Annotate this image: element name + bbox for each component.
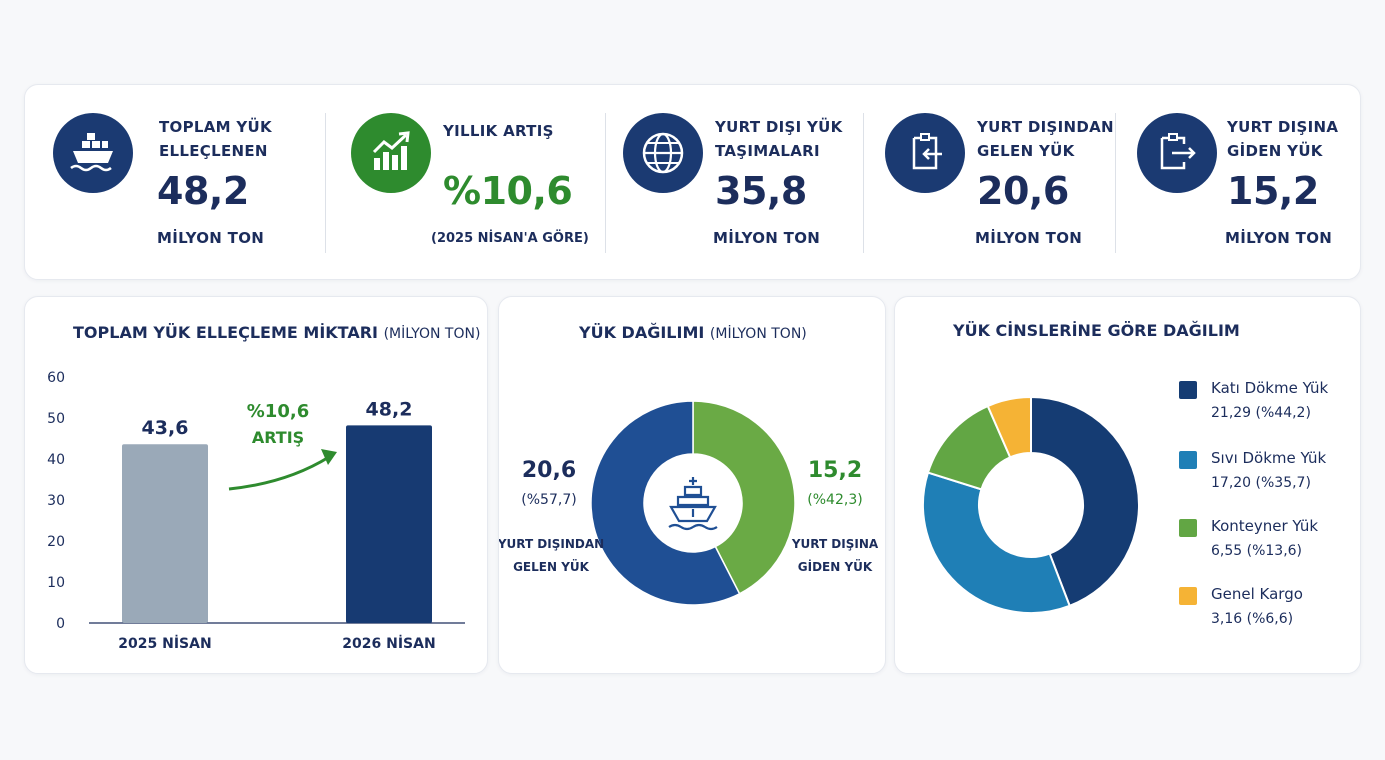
y-tick-label: 10 — [47, 575, 65, 591]
slice-percent-label: (%57,7) — [521, 492, 576, 508]
kpi-total-cargo: TOPLAM YÜK ELLEÇLENEN 48,2 MİLYON TON — [25, 85, 325, 281]
bar-chart-card: TOPLAM YÜK ELLEÇLEME MİKTARI (MİLYON TON… — [24, 296, 488, 674]
kpi-strip: TOPLAM YÜK ELLEÇLENEN 48,2 MİLYON TON YI… — [24, 84, 1361, 280]
donut-hole — [644, 454, 742, 552]
kpi-label-line2: GELEN YÜK — [977, 142, 1075, 160]
ship-icon — [668, 477, 718, 531]
kpi-value: 48,2 — [157, 169, 249, 213]
kpi-annual-growth: YILLIK ARTIŞ %10,6 (2025 NİSAN'A GÖRE) — [325, 85, 605, 281]
y-tick-label: 20 — [47, 534, 65, 550]
y-tick-label: 40 — [47, 452, 65, 468]
ship-icon-cabin — [683, 485, 703, 497]
kpi-label-line2: TAŞIMALARI — [715, 142, 820, 160]
slice-value-label: 15,2 — [808, 458, 862, 483]
ship-icon-mast — [689, 477, 697, 485]
legend-swatch — [1179, 381, 1197, 399]
cargo-type-chart-card: YÜK CİNSLERİNE GÖRE DAĞILIM Katı Dökme Y… — [894, 296, 1361, 674]
y-tick-label: 30 — [47, 493, 65, 509]
legend-value: 21,29 (%44,2) — [1211, 405, 1311, 421]
divider — [863, 113, 864, 253]
donut-hole — [979, 453, 1083, 557]
kpi-international-transport: YURT DIŞI YÜK TAŞIMALARI 35,8 MİLYON TON — [605, 85, 863, 281]
kpi-unit: MİLYON TON — [157, 229, 265, 247]
kpi-unit: MİLYON TON — [713, 229, 821, 247]
bar-chart: 0 10 20 30 40 50 60 43,6 2025 NİSAN 48,2 2026 NİSA… — [47, 370, 465, 652]
chart-title-main: YÜK DAĞILIMI — [579, 323, 705, 342]
cargo-type-donut-chart — [922, 395, 1140, 614]
y-tick-label: 0 — [56, 616, 65, 632]
kpi-outbound-cargo: YURT DIŞINA GİDEN YÜK 15,2 MİLYON TON — [1115, 85, 1362, 281]
slice-value-label: 20,6 — [522, 458, 576, 483]
growth-arrow-head — [321, 449, 337, 465]
legend-value: 6,55 (%13,6) — [1211, 543, 1303, 559]
kpi-value: %10,6 — [443, 169, 573, 213]
slice-percent-label: (%42,3) — [807, 492, 862, 508]
legend-label: Katı Dökme Yük — [1211, 379, 1329, 397]
kpi-value: 35,8 — [715, 169, 807, 213]
cargo-ship-icon — [53, 113, 133, 193]
ship-icon-hull — [669, 505, 717, 523]
legend-label: Genel Kargo — [1211, 585, 1303, 603]
bar — [346, 425, 432, 623]
divider — [325, 113, 326, 253]
ship-icon-deck — [676, 495, 710, 507]
chart-title-main: TOPLAM YÜK ELLEÇLEME MİKTARI — [73, 323, 378, 342]
slice-name-label: YURT DIŞINA — [791, 537, 879, 551]
bar-value-label: 43,6 — [142, 417, 189, 439]
kpi-unit: MİLYON TON — [975, 229, 1083, 247]
kpi-unit: MİLYON TON — [1225, 229, 1333, 247]
x-tick-label: 2026 NİSAN — [342, 635, 435, 652]
divider — [605, 113, 606, 253]
chart-title: TOPLAM YÜK ELLEÇLEME MİKTARI (MİLYON TON… — [73, 323, 480, 342]
inbound-icon — [885, 113, 965, 193]
ship-icon-wave — [668, 523, 718, 531]
x-tick-label: 2025 NİSAN — [118, 635, 211, 652]
slice-name-label: GELEN YÜK — [513, 559, 590, 574]
distribution-donut-chart: 20,6 (%57,7) YURT DIŞINDAN GELEN YÜK 15,2 (%4… — [499, 400, 879, 606]
y-tick-label: 60 — [47, 370, 65, 386]
chart-title-sub: (MİLYON TON) — [709, 326, 807, 342]
kpi-label-line1: YURT DIŞINDAN — [977, 118, 1114, 136]
kpi-note: (2025 NİSAN'A GÖRE) — [431, 231, 589, 246]
chart-title: YÜK CİNSLERİNE GÖRE DAĞILIM — [953, 321, 1240, 340]
kpi-inbound-cargo: YURT DIŞINDAN GELEN YÜK 20,6 MİLYON TON — [863, 85, 1115, 281]
chart-title-sub: (MİLYON TON) — [383, 326, 481, 342]
outbound-icon — [1137, 113, 1217, 193]
kpi-value: 20,6 — [977, 169, 1069, 213]
kpi-label-line1: YURT DIŞINA — [1227, 118, 1339, 136]
slice-name-label: YURT DIŞINDAN — [499, 537, 604, 551]
legend-swatch — [1179, 451, 1197, 469]
kpi-label-line2: ELLEÇLENEN — [159, 142, 268, 160]
growth-annotation-label: ARTIŞ — [252, 428, 304, 447]
y-tick-label: 50 — [47, 411, 65, 427]
legend-label: Sıvı Dökme Yük — [1211, 449, 1327, 467]
kpi-label-line1: YILLIK ARTIŞ — [443, 122, 554, 140]
legend-swatch — [1179, 519, 1197, 537]
legend-label: Konteyner Yük — [1211, 517, 1319, 535]
bar — [122, 444, 208, 623]
kpi-label-line2: GİDEN YÜK — [1227, 142, 1323, 160]
growth-arrow — [228, 455, 330, 491]
legend-value: 17,20 (%35,7) — [1211, 475, 1311, 491]
divider — [1115, 113, 1116, 253]
bar-value-label: 48,2 — [366, 398, 413, 420]
growth-chart-icon — [351, 113, 431, 193]
slice-name-label: GİDEN YÜK — [798, 559, 873, 574]
legend-value: 3,16 (%6,6) — [1211, 611, 1294, 627]
growth-annotation-percent: %10,6 — [247, 401, 309, 422]
legend-swatch — [1179, 587, 1197, 605]
kpi-label-line1: YURT DIŞI YÜK — [715, 118, 843, 136]
kpi-label-line1: TOPLAM YÜK — [159, 118, 272, 136]
kpi-value: 15,2 — [1227, 169, 1319, 213]
chart-title: YÜK DAĞILIMI (MİLYON TON) — [579, 323, 807, 342]
globe-icon — [623, 113, 703, 193]
distribution-chart-card: YÜK DAĞILIMI (MİLYON TON) 20,6 (%57,7) YUR… — [498, 296, 886, 674]
